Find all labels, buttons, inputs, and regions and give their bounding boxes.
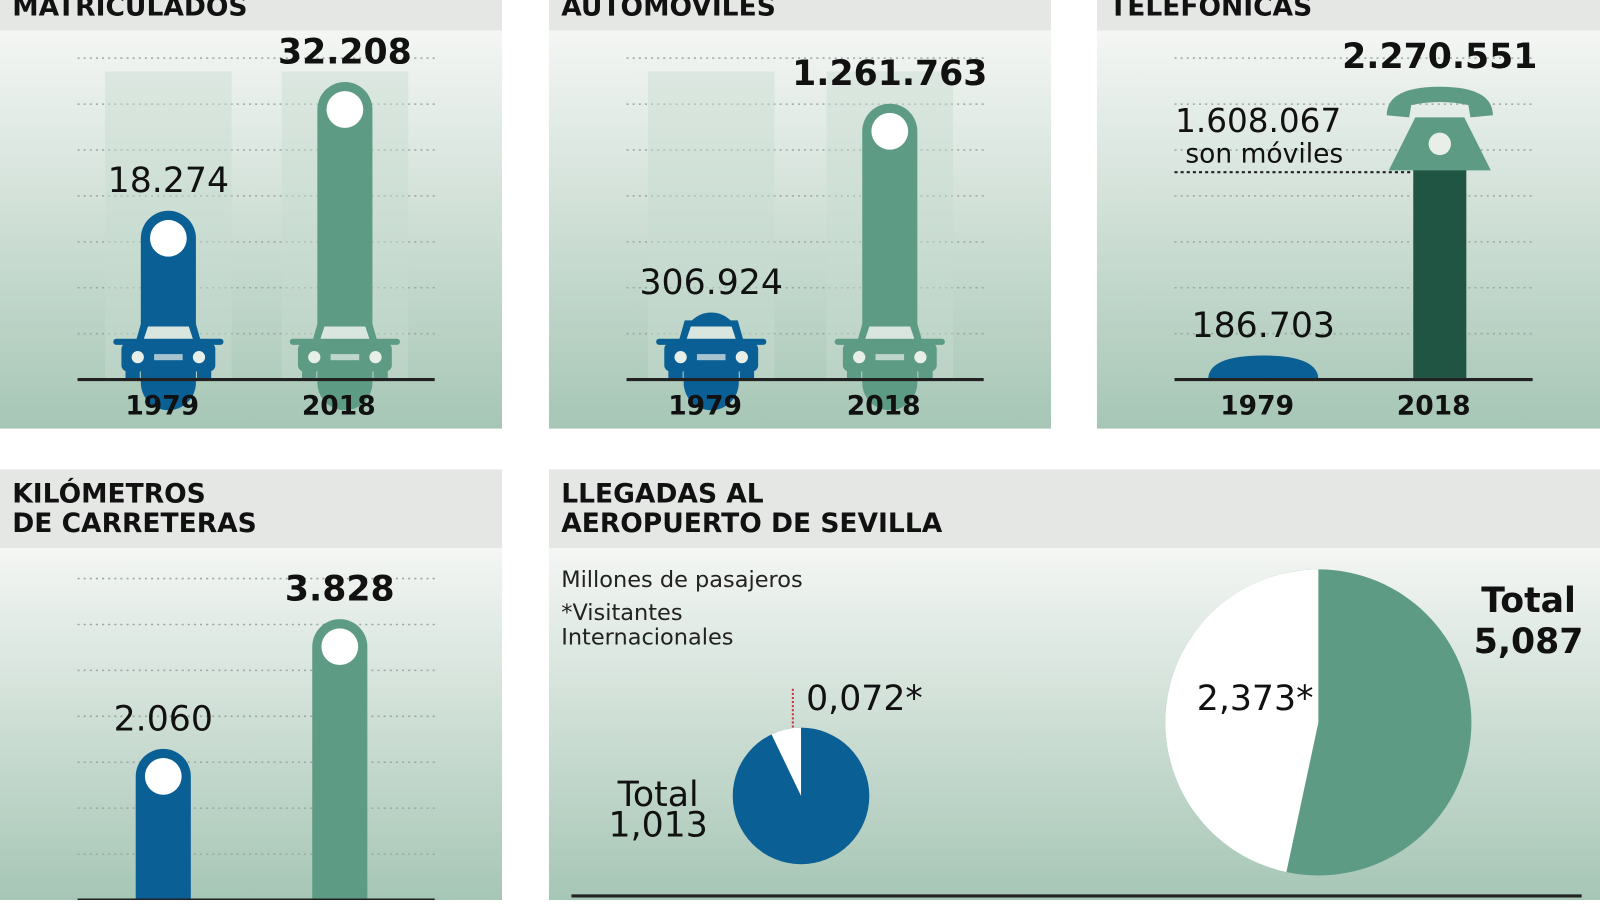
panel-header	[0, 0, 503, 31]
total-text: Total	[617, 775, 699, 815]
car-mirror	[289, 338, 400, 345]
total-text: Total	[1481, 581, 1576, 621]
x-tick-label: 2018	[302, 391, 376, 422]
value-label: 186.703	[1192, 306, 1335, 346]
panel-header	[1096, 0, 1600, 31]
car-light	[369, 351, 382, 364]
car-wheel	[846, 369, 862, 380]
bar-dot	[150, 219, 187, 257]
car-light	[131, 351, 144, 364]
panel-body	[0, 30, 503, 429]
x-tick-label: 1979	[125, 391, 199, 422]
phone-icon	[1386, 86, 1493, 171]
value-label: 1.261.763	[792, 54, 987, 94]
phone-dial	[1428, 132, 1452, 156]
panel-body	[548, 30, 1052, 429]
international-label: 2,373*	[1197, 679, 1314, 719]
car-wheel	[739, 369, 755, 380]
note: Internacionales	[561, 624, 733, 650]
panel-title: AEROPUERTO DE SEVILLA	[561, 508, 942, 539]
phone-handset	[1386, 86, 1493, 118]
panel-title: DE CARRETERAS	[12, 508, 257, 539]
bar	[1208, 355, 1319, 380]
panel-title: TELEFONICAS	[1109, 0, 1312, 23]
pie-slice-international	[1165, 569, 1319, 873]
panel-header	[0, 469, 503, 548]
car-grille	[330, 354, 360, 361]
car-icon	[289, 320, 400, 380]
total-label: 1,013	[609, 806, 708, 846]
car-mirror	[834, 338, 945, 345]
value-label: 3.828	[285, 570, 395, 610]
car-wheel	[668, 369, 683, 380]
panel-header	[548, 469, 1600, 548]
car-wheel	[196, 369, 212, 380]
x-tick-label: 2018	[847, 391, 921, 422]
bar-dot	[871, 112, 909, 150]
panel-body	[1096, 30, 1600, 429]
value-label: 2.270.551	[1342, 37, 1537, 77]
car-wheel	[302, 369, 317, 380]
car-grille	[696, 354, 726, 361]
x-tick-label: 1979	[1220, 391, 1294, 422]
bar-dot	[326, 91, 364, 128]
car-wheel	[918, 369, 933, 380]
note: *Visitantes	[561, 600, 682, 626]
pie-slice-international	[771, 727, 802, 796]
car-wheel	[373, 369, 388, 380]
car-light	[308, 351, 321, 364]
car-mirror	[656, 338, 767, 345]
car-light	[735, 351, 748, 364]
car-grille	[154, 354, 183, 361]
car-light	[674, 351, 687, 364]
subtitle: Millones de pasajeros	[561, 567, 802, 593]
panel-title: LLEGADAS AL	[561, 478, 764, 509]
car-icon	[113, 320, 224, 380]
panel-title: KILÓMETROS	[12, 477, 206, 509]
bar	[312, 619, 368, 904]
car-light	[914, 351, 927, 364]
car-icon	[656, 320, 767, 380]
international-label: 0,072*	[806, 679, 923, 719]
car-light	[853, 351, 866, 364]
panel-header	[548, 0, 1052, 31]
reference-label: 1.608.067	[1175, 102, 1341, 140]
panel-title: AUTOMOVILES	[561, 0, 776, 23]
value-label: 32.208	[278, 32, 412, 72]
x-tick-label: 2018	[1397, 391, 1471, 422]
x-tick-label: 1979	[668, 391, 742, 422]
value-label: 306.924	[639, 263, 782, 303]
car-grille	[875, 354, 905, 361]
bar	[1413, 168, 1467, 380]
car-light	[192, 351, 206, 364]
reference-text: son móviles	[1185, 138, 1343, 169]
car-mirror	[113, 338, 224, 345]
panel-body	[0, 547, 503, 900]
car-icon	[834, 320, 945, 380]
value-label: 2.060	[114, 699, 213, 739]
value-label: 18.274	[108, 161, 229, 201]
bar-dot	[144, 758, 182, 795]
total-label: 5,087	[1474, 622, 1584, 662]
panel-title: MATRICULADOS	[12, 0, 247, 23]
car-wheel	[125, 369, 140, 380]
bar-dot	[321, 628, 359, 666]
